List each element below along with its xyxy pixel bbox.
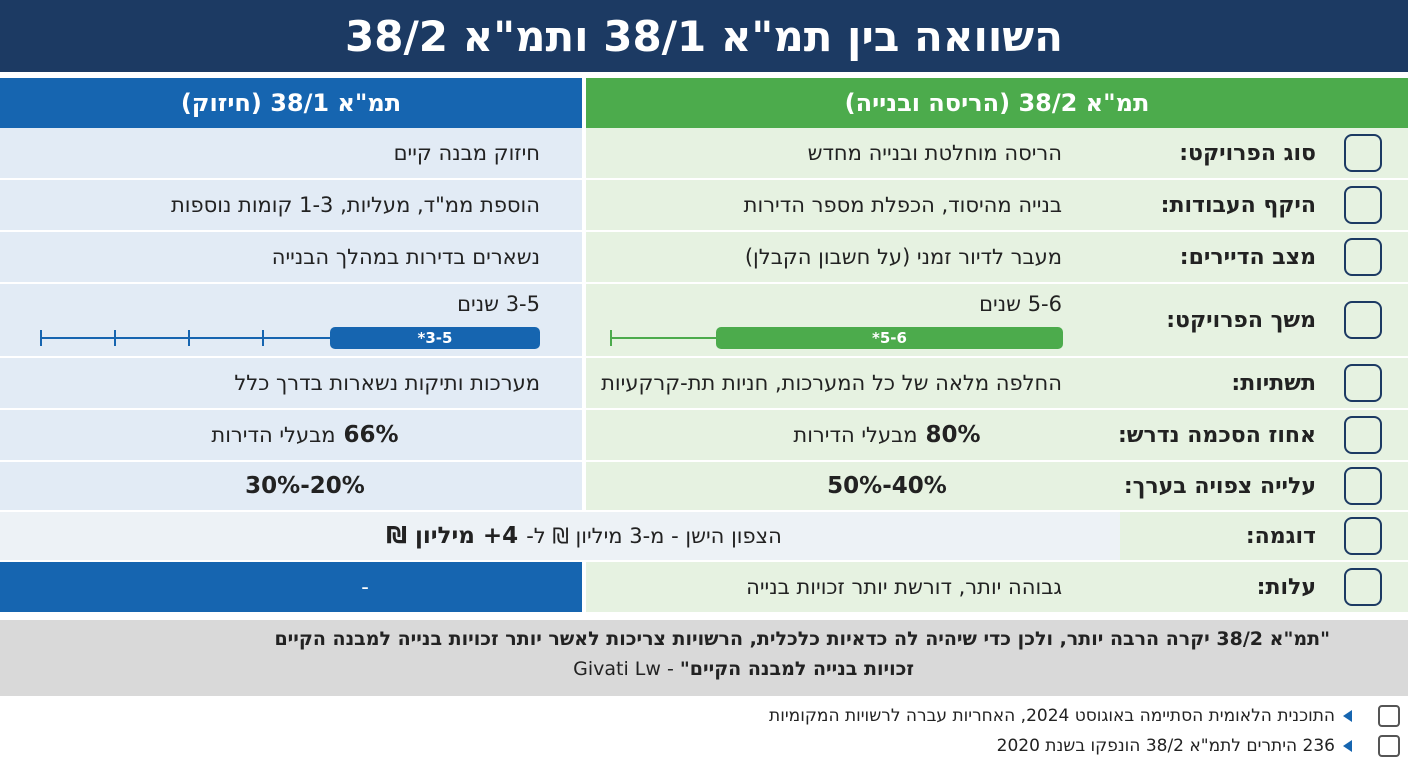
row-icon [1344, 364, 1382, 402]
label-text: מצב הדיירים: [1179, 244, 1316, 270]
left-cell: - [0, 562, 582, 614]
merged-cell: הצפון הישן - מ-3 מיליון ₪ ל- 4+ מיליון ₪ [0, 512, 1120, 562]
row-icon [1344, 517, 1382, 555]
cell-text: - [361, 575, 369, 599]
left-cell: הוספת ממ"ד, מעליות, 1-3 קומות נוספות [0, 180, 582, 232]
note-icon [1378, 735, 1400, 757]
cell-text: הצפון הישן - מ-3 מיליון ₪ ל- [526, 524, 782, 548]
scale-line [40, 337, 330, 339]
label-text: אחוז הסכמה נדרש: [1118, 422, 1316, 448]
row-icon [1344, 416, 1382, 454]
right-cell: 80% מבעלי הדירות [586, 410, 1120, 462]
row-icon [1344, 568, 1382, 606]
cell-text: הוספת ממ"ד, מעליות, 1-3 קומות נוספות [170, 193, 540, 217]
row-label: עלות: [1120, 562, 1408, 614]
cell-text: 40%-50% [827, 473, 947, 499]
note-icon [1378, 705, 1400, 727]
label-text: עלייה צפויה בערך: [1123, 473, 1316, 499]
note-arrow [1343, 740, 1352, 752]
label-text: סוג הפרויקט: [1179, 140, 1316, 166]
quote-line: "תמ"א 38/2 יקרה הרבה יותר, ולכן כדי שיהי… [274, 628, 1330, 650]
cell-text: 66% [343, 422, 399, 448]
scale-tick [114, 330, 116, 346]
left-cell: 20%-30% [0, 462, 582, 512]
cell-text: נשארים בדירות במהלך הבנייה [271, 245, 540, 269]
title: השוואה בין תמ"א 38/1 ותמ"א 38/2 [0, 0, 1408, 72]
duration-bar: 3-5* [330, 327, 540, 349]
row-label: היקף העבודות: [1120, 180, 1408, 232]
note-arrow [1343, 710, 1352, 722]
row-label: אחוז הסכמה נדרש: [1118, 410, 1408, 462]
right-cell: הריסה מוחלטת ובנייה מחדש [586, 128, 1120, 180]
right-cell: גבוהה יותר, דורשת יותר זכויות בנייה [586, 562, 1120, 614]
quote-icon: ” [1342, 628, 1382, 664]
column-header: תמ"א 38/1 (חיזוק) [0, 78, 582, 128]
divider [582, 78, 586, 512]
right-cell: בנייה מהיסוד, הכפלת מספר הדירות [586, 180, 1120, 232]
scale-tick [188, 330, 190, 346]
cell-text: החלפה מלאה של כל המערכות, חניות תת-קרקעי… [601, 371, 1062, 395]
left-cell: 66% מבעלי הדירות [0, 410, 582, 462]
cell-text: מעבר לדיור זמני (על חשבון הקבלן) [744, 245, 1062, 269]
label-text: תשתיות: [1231, 370, 1316, 396]
row-icon [1344, 186, 1382, 224]
right-cell: 5-6 שנים 5-6* [586, 284, 1120, 358]
row-icon [1344, 134, 1382, 172]
cell-text: בנייה מהיסוד, הכפלת מספר הדירות [743, 193, 1062, 217]
note-text: התוכנית הלאומית הסתיימה באוגוסט 2024, הא… [769, 706, 1335, 726]
left-cell: מערכות ותיקות נשארות בדרך כלל [0, 358, 582, 410]
column-header: תמ"א 38/2 (הריסה ובנייה) [586, 78, 1408, 128]
cell-text: 4+ מיליון ₪ [386, 523, 519, 549]
cell-text: 80% [925, 422, 981, 448]
row-label: עלייה צפויה בערך: [1120, 462, 1408, 512]
cell-text: 20%-30% [245, 473, 365, 499]
right-cell: 40%-50% [586, 462, 1120, 512]
scale-tick [40, 330, 42, 346]
cell-text: הריסה מוחלטת ובנייה מחדש [807, 141, 1062, 165]
scale-line [610, 337, 716, 339]
cell-text: חיזוק מבנה קיים [393, 141, 540, 165]
cell-text: 5-6 שנים [979, 292, 1062, 316]
label-text: משך הפרויקט: [1166, 307, 1316, 333]
row-label: תשתיות: [1120, 358, 1408, 410]
left-cell: נשארים בדירות במהלך הבנייה [0, 232, 582, 284]
cell-text: 3-5 שנים [457, 292, 540, 316]
scale-tick [610, 330, 612, 346]
note: 236 היתרים לתמ"א 38/2 הונפקו בשנת 2020 [996, 735, 1400, 757]
row-label: סוג הפרויקט: [1120, 128, 1408, 180]
divider [582, 562, 586, 614]
label-text: דוגמה: [1245, 523, 1316, 549]
row-icon [1344, 238, 1382, 276]
quote-line: זכויות בנייה למבנה הקיים" [679, 658, 914, 680]
row-icon [1344, 301, 1382, 339]
row-icon [1344, 467, 1382, 505]
label-text: עלות: [1256, 574, 1316, 600]
left-cell: 3-5 שנים 3-5* [0, 284, 582, 358]
row-label: דוגמה: [1120, 512, 1408, 562]
cell-text: מבעלי הדירות [793, 423, 918, 447]
note: התוכנית הלאומית הסתיימה באוגוסט 2024, הא… [769, 705, 1400, 727]
right-cell: החלפה מלאה של כל המערכות, חניות תת-קרקעי… [586, 358, 1120, 410]
quote-source: - Givati Lw [573, 658, 674, 680]
note-text: 236 היתרים לתמ"א 38/2 הונפקו בשנת 2020 [996, 736, 1335, 756]
label-text: היקף העבודות: [1160, 192, 1316, 218]
row-label: משך הפרויקט: [1120, 284, 1408, 358]
cell-text: גבוהה יותר, דורשת יותר זכויות בנייה [746, 575, 1062, 599]
left-cell: חיזוק מבנה קיים [0, 128, 582, 180]
quote-band: ” "תמ"א 38/2 יקרה הרבה יותר, ולכן כדי שי… [0, 620, 1408, 696]
quote-line: זכויות בנייה למבנה הקיים" - Givati Lw [573, 658, 914, 680]
scale-tick [262, 330, 264, 346]
duration-bar: 5-6* [716, 327, 1063, 349]
cell-text: מערכות ותיקות נשארות בדרך כלל [234, 371, 540, 395]
right-cell: מעבר לדיור זמני (על חשבון הקבלן) [586, 232, 1120, 284]
cell-text: מבעלי הדירות [211, 423, 336, 447]
row-label: מצב הדיירים: [1120, 232, 1408, 284]
